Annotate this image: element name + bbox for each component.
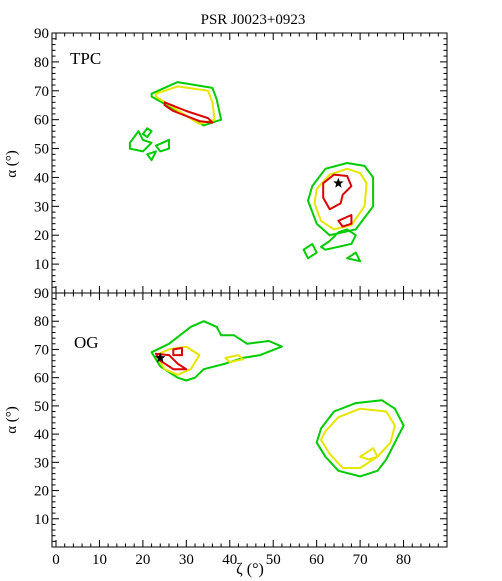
contour-middle — [224, 354, 244, 364]
contour-outer — [315, 399, 405, 478]
chart-title: PSR J0023+0923 — [201, 12, 306, 28]
y-tick-label: 40 — [34, 427, 49, 443]
x-tick-label: 20 — [135, 552, 150, 568]
top-panel-label: TPC — [70, 49, 101, 68]
contour-inner — [322, 173, 353, 211]
bottom-panel-label: OG — [74, 333, 99, 352]
x-tick-label: 10 — [92, 552, 107, 568]
contour-outer — [154, 138, 170, 153]
bottom-y-axis-label: α (°) — [4, 406, 20, 434]
y-tick-label: 40 — [34, 170, 49, 186]
y-tick-label: 70 — [34, 84, 49, 100]
contour-outer — [141, 127, 153, 138]
contour-inner — [172, 347, 183, 357]
bottom-contours — [150, 320, 405, 478]
contour-inner — [337, 214, 353, 228]
y-tick-label: 90 — [34, 286, 49, 302]
y-tick-label: 60 — [34, 113, 49, 129]
y-tick-label: 30 — [34, 199, 49, 215]
y-tick-label: 50 — [34, 399, 49, 415]
x-tick-label: 50 — [266, 552, 281, 568]
contour-outer — [146, 150, 157, 162]
y-tick-label: 60 — [34, 371, 49, 387]
contour-middle — [154, 85, 216, 125]
y-tick-label: 90 — [34, 26, 49, 42]
y-tick-label: 10 — [34, 257, 49, 273]
top-panel-frame — [51, 32, 448, 294]
best-fit-star-icon — [155, 352, 166, 363]
y-tick-label: 20 — [34, 228, 49, 244]
y-tick-label: 50 — [34, 142, 49, 158]
best-fit-star-icon — [333, 177, 344, 188]
y-tick-label: 80 — [34, 55, 49, 71]
contour-outer — [150, 320, 283, 382]
x-tick-label: 0 — [52, 552, 60, 568]
top-panel: 10 20 30 40 50 60 70 80 90 TPC α (°) — [4, 26, 448, 294]
contour-inner — [154, 352, 188, 371]
contour-middle — [313, 167, 368, 231]
top-y-axis-label: α (°) — [4, 150, 20, 178]
y-tick-label: 10 — [34, 512, 49, 528]
contour-middle — [359, 447, 379, 461]
contour-outer — [320, 228, 357, 251]
bottom-y-ticks: 10 20 30 40 50 60 70 80 90 — [34, 286, 447, 548]
x-axis-label: ζ (°) — [236, 561, 264, 578]
y-tick-label: 80 — [34, 314, 49, 330]
x-tick-label: 70 — [353, 552, 368, 568]
bottom-panel-frame — [51, 292, 448, 548]
x-tick-label: 40 — [222, 552, 237, 568]
bottom-x-ticks: 0 10 20 30 40 50 60 70 80 — [52, 552, 411, 568]
contour-middle — [320, 407, 396, 469]
contour-outer — [307, 162, 375, 237]
contour-outer — [128, 130, 153, 153]
x-tick-label: 30 — [179, 552, 194, 568]
top-contours — [128, 81, 375, 263]
y-tick-label: 20 — [34, 484, 49, 500]
x-tick-label: 60 — [309, 552, 324, 568]
contour-outer — [302, 242, 318, 260]
top-y-ticks: 10 20 30 40 50 60 70 80 90 — [34, 26, 447, 294]
contour-middle — [154, 345, 201, 376]
contour-outer — [150, 81, 223, 127]
y-tick-label: 70 — [34, 342, 49, 358]
contour-inner — [163, 101, 214, 124]
contour-outer — [346, 251, 362, 263]
x-tick-label: 80 — [396, 552, 411, 568]
y-tick-label: 30 — [34, 455, 49, 471]
